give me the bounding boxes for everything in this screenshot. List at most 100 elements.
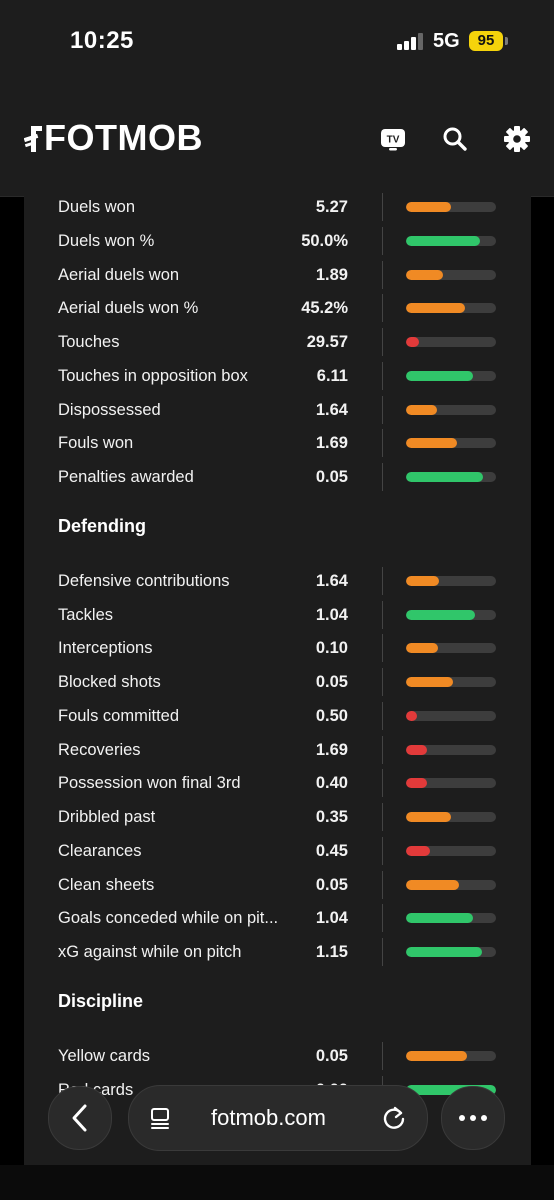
percentile-bar	[406, 778, 496, 789]
stat-row[interactable]: Duels won % 50.0%	[24, 224, 531, 258]
stat-row[interactable]: Yellow cards 0.05	[24, 1039, 531, 1073]
fotmob-logo[interactable]: FOTMOB	[23, 120, 203, 156]
stat-value: 0.40	[315, 774, 348, 793]
stat-row[interactable]: Clean sheets 0.05	[24, 868, 531, 902]
percentile-bar-fill	[406, 303, 466, 314]
stat-value: 1.04	[315, 605, 348, 624]
stat-row[interactable]: Blocked shots 0.05	[24, 665, 531, 699]
url-text[interactable]: fotmob.com	[211, 1105, 326, 1130]
stat-label: Yellow cards	[58, 1046, 151, 1065]
stat-label: Blocked shots	[58, 673, 161, 691]
more-button[interactable]	[441, 1086, 505, 1150]
stat-value: 1.04	[315, 909, 348, 928]
percentile-bar-fill	[406, 235, 480, 246]
percentile-bar-fill	[406, 913, 473, 924]
stat-value: 45.2%	[301, 299, 348, 318]
stat-value: 1.15	[315, 943, 348, 961]
percentile-bar-fill	[406, 404, 437, 415]
divider	[382, 260, 383, 289]
divider	[382, 463, 383, 491]
stat-value: 1.64	[315, 400, 348, 419]
stat-row[interactable]: Dribbled past 0.35	[24, 800, 531, 834]
percentile-bar-fill	[406, 370, 473, 381]
percentile-bar	[406, 710, 496, 721]
stat-row[interactable]: Fouls won 1.69	[24, 426, 531, 460]
percentile-bar-fill	[406, 812, 451, 822]
stat-row[interactable]: Penalties awarded 0.05	[24, 460, 531, 494]
address-bar[interactable]: fotmob.com	[128, 1085, 428, 1151]
stat-row[interactable]: Interceptions 0.10	[24, 631, 531, 665]
stat-row[interactable]: Defensive contributions 1.64	[24, 564, 531, 598]
back-button[interactable]	[48, 1086, 112, 1150]
divider	[382, 735, 383, 764]
divider	[382, 938, 383, 966]
stat-label: Touches	[58, 333, 120, 351]
percentile-bar-fill	[406, 643, 439, 654]
percentile-bar	[406, 1084, 496, 1095]
stat-value: 0.35	[315, 808, 348, 826]
stat-row[interactable]: Touches 29.57	[24, 325, 531, 359]
stat-row[interactable]: Touches in opposition box 6.11	[24, 359, 531, 393]
stat-row[interactable]: Recoveries 1.69	[24, 733, 531, 767]
percentile-bar	[406, 744, 496, 755]
stat-value: 0.05	[315, 468, 348, 486]
stat-value: 0.05	[315, 875, 348, 894]
stat-row[interactable]: Possession won final 3rd 0.40	[24, 766, 531, 800]
percentile-bar-fill	[406, 337, 419, 347]
stat-row[interactable]: Goals conceded while on pit... 1.04	[24, 901, 531, 935]
stat-label: Clean sheets	[58, 875, 155, 894]
signal-icon	[397, 33, 425, 50]
stat-row[interactable]: Aerial duels won % 45.2%	[24, 291, 531, 325]
percentile-bar	[406, 202, 496, 212]
percentile-bar	[406, 947, 496, 957]
chevron-left-icon	[72, 1104, 87, 1132]
divider	[382, 769, 383, 798]
divider	[382, 193, 383, 221]
divider	[382, 870, 383, 899]
divider	[382, 668, 383, 696]
percentile-bar	[406, 404, 496, 415]
stats-card: Duels won 5.27 Duels won % 50.0% Aerial duel…	[24, 193, 531, 1200]
stat-label: Duels won %	[58, 231, 155, 250]
stat-label: Penalties awarded	[58, 468, 194, 486]
section-title-1: Defending	[58, 515, 146, 536]
stat-row[interactable]: Duels won 5.27	[24, 190, 531, 224]
divider	[382, 395, 383, 424]
divider	[382, 566, 383, 595]
stat-label: Fouls won	[58, 434, 134, 453]
stat-value: 5.27	[315, 198, 348, 216]
stat-row[interactable]: Fouls committed 0.50	[24, 699, 531, 733]
logo-mark-icon	[23, 123, 42, 153]
stat-row[interactable]: Clearances 0.45	[24, 834, 531, 868]
percentile-bar-fill	[406, 269, 443, 280]
percentile-bar-fill	[406, 744, 427, 755]
stat-row[interactable]: Dispossessed 1.64	[24, 393, 531, 427]
gear-icon[interactable]	[502, 124, 532, 154]
search-icon[interactable]	[440, 124, 470, 154]
percentile-bar	[406, 235, 496, 246]
page-menu-icon[interactable]	[149, 1106, 173, 1130]
stat-label: Dribbled past	[58, 808, 156, 826]
status-bar: 10:25 5G 95	[0, 0, 554, 80]
percentile-bar-fill	[406, 438, 458, 449]
percentile-bar	[406, 370, 496, 381]
stat-label: Aerial duels won	[58, 265, 180, 284]
stat-label: Duels won	[58, 198, 136, 216]
home-indicator-area	[0, 1165, 554, 1200]
percentile-bar	[406, 913, 496, 924]
reload-icon[interactable]	[381, 1105, 407, 1131]
stat-label: xG against while on pitch	[58, 943, 242, 961]
percentile-bar-fill	[406, 202, 451, 212]
stat-value: 0.05	[315, 1046, 348, 1065]
percentile-bar-fill	[406, 879, 460, 890]
stat-value: 1.69	[315, 740, 348, 759]
stat-value: 1.89	[315, 265, 348, 284]
stat-row[interactable]: Aerial duels won 1.89	[24, 258, 531, 292]
percentile-bar-fill	[406, 778, 427, 789]
tv-icon[interactable]: TV	[378, 124, 408, 154]
divider	[382, 328, 383, 356]
percentile-bar	[406, 337, 496, 347]
stat-row[interactable]: xG against while on pitch 1.15	[24, 935, 531, 969]
divider	[382, 294, 383, 323]
stat-row[interactable]: Tackles 1.04	[24, 598, 531, 632]
